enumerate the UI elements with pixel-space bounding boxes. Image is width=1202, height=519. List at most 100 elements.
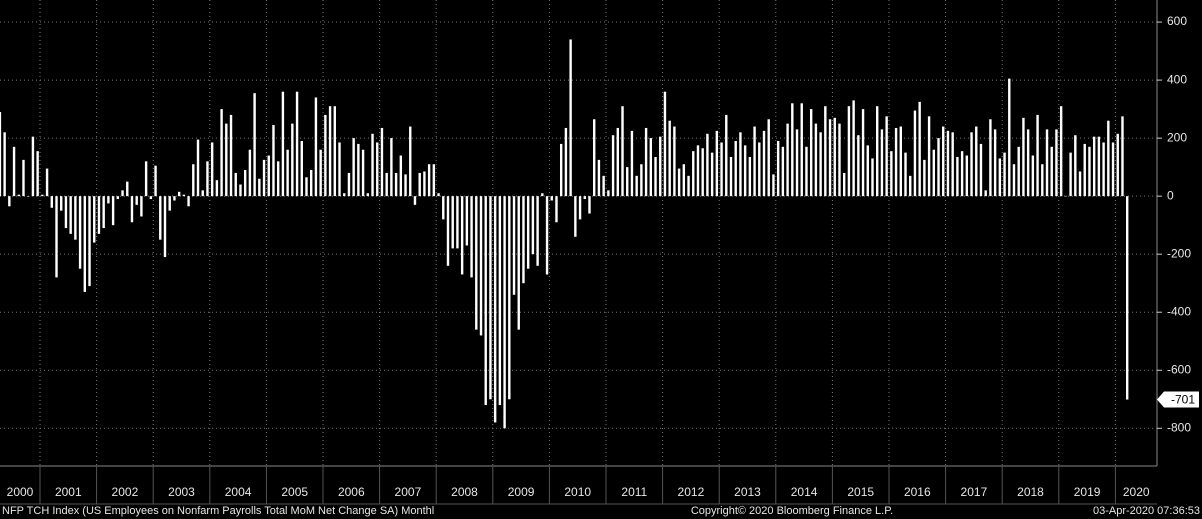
- bar: [78, 196, 82, 269]
- bar: [229, 114, 233, 197]
- bar: [767, 119, 770, 197]
- bar: [842, 172, 846, 197]
- bar: [1012, 164, 1016, 197]
- bar: [1097, 136, 1101, 197]
- bar: [673, 126, 676, 197]
- bar: [687, 175, 690, 197]
- bar: [866, 145, 869, 197]
- bar: [692, 151, 695, 197]
- bar: [640, 164, 643, 197]
- bar: [423, 171, 426, 197]
- bar: [593, 119, 596, 197]
- bar: [710, 152, 714, 197]
- bar: [196, 139, 200, 197]
- bar: [74, 196, 77, 240]
- bar: [1116, 133, 1119, 197]
- bar: [635, 175, 638, 197]
- bar: [956, 156, 959, 197]
- x-tick-label: 2016: [904, 485, 931, 499]
- bar: [809, 109, 813, 197]
- bar: [413, 196, 417, 205]
- bar: [597, 159, 601, 197]
- x-tick-label: 2000: [7, 485, 34, 499]
- bar: [1069, 152, 1072, 197]
- bar: [588, 196, 591, 214]
- bar: [517, 196, 520, 330]
- bar: [583, 196, 586, 200]
- bar: [739, 132, 742, 197]
- bar: [1102, 142, 1105, 197]
- x-tick-label: 2020: [1123, 485, 1150, 499]
- x-tick-label: 2015: [847, 485, 874, 499]
- y-tick-label: 600: [1167, 14, 1187, 28]
- bar: [578, 196, 582, 220]
- bar: [371, 133, 374, 197]
- bar: [998, 158, 1002, 197]
- bar: [748, 156, 752, 197]
- bar: [418, 172, 421, 197]
- x-tick-label: 2012: [678, 485, 705, 499]
- bar: [607, 190, 610, 197]
- bar: [503, 196, 506, 429]
- bar: [555, 196, 558, 223]
- bar: [192, 164, 195, 197]
- bar: [946, 130, 950, 197]
- bar: [12, 146, 16, 197]
- bar: [758, 142, 761, 197]
- bar: [83, 196, 87, 292]
- bar: [894, 127, 898, 197]
- bar: [206, 161, 209, 197]
- bar: [343, 193, 346, 197]
- bar: [890, 151, 893, 197]
- bar: [319, 149, 322, 197]
- x-tick-label: 2010: [564, 485, 591, 499]
- bar: [649, 138, 653, 197]
- bar: [201, 190, 204, 197]
- bar: [352, 138, 355, 197]
- bar: [357, 143, 360, 197]
- y-tick-label: -200: [1167, 246, 1191, 260]
- bar: [144, 161, 148, 197]
- timestamp: 03-Apr-2020 07:36:53: [1093, 505, 1200, 517]
- bar: [1008, 78, 1011, 197]
- bar: [838, 123, 841, 197]
- bar: [899, 126, 902, 197]
- bar: [55, 196, 58, 278]
- bar: [951, 132, 954, 197]
- bar: [564, 127, 568, 197]
- bar: [324, 114, 327, 197]
- bar: [50, 196, 53, 208]
- bar: [243, 170, 247, 197]
- bar: [484, 196, 487, 406]
- bar: [913, 110, 917, 197]
- bar: [69, 196, 72, 234]
- bar: [550, 196, 553, 201]
- bar: [380, 127, 384, 197]
- bar: [909, 175, 912, 197]
- bar: [404, 174, 407, 197]
- bar: [753, 126, 756, 197]
- bar: [1022, 117, 1025, 197]
- bar: [111, 196, 115, 226]
- bar: [512, 196, 516, 295]
- bar: [729, 156, 733, 197]
- x-tick-label: 2009: [508, 485, 535, 499]
- bar: [545, 196, 549, 275]
- bar: [220, 109, 223, 197]
- bar: [3, 132, 6, 197]
- y-tick-label: -800: [1167, 420, 1191, 434]
- bar: [234, 172, 237, 197]
- bar: [696, 145, 700, 197]
- bar: [281, 91, 285, 197]
- bar: [267, 155, 270, 197]
- bar: [60, 196, 63, 211]
- bar: [824, 106, 827, 197]
- y-tick-label: -600: [1167, 362, 1191, 376]
- x-tick-label: 2013: [734, 485, 761, 499]
- bar: [654, 156, 657, 197]
- bar: [31, 136, 35, 197]
- x-tick-label: 2001: [55, 485, 82, 499]
- bar: [394, 172, 398, 197]
- bar: [805, 146, 808, 197]
